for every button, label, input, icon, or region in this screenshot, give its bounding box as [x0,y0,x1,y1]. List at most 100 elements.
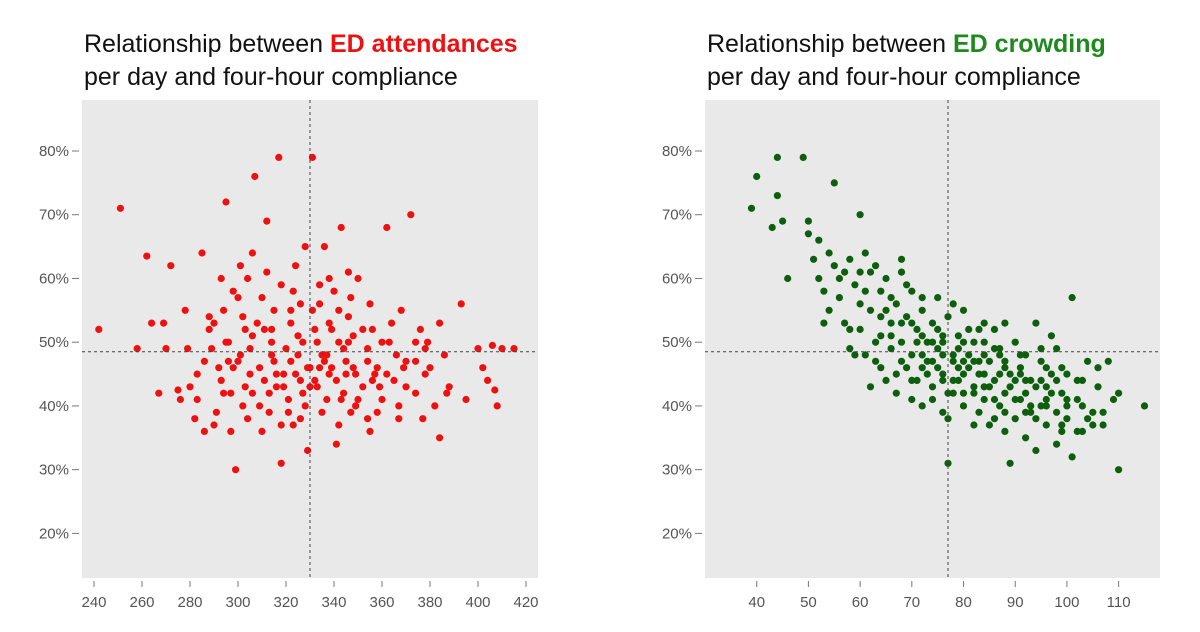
x-tick-label: 110 [1107,594,1131,611]
data-point [949,376,957,384]
data-point [308,153,316,161]
data-point [825,306,833,314]
y-tick-label: 80% [39,143,69,160]
data-point [270,306,278,314]
data-point [1037,357,1045,365]
data-point [882,376,890,384]
data-point [877,287,885,295]
data-point [208,345,216,353]
data-point [265,389,273,397]
data-point [959,338,968,346]
data-point [970,421,978,429]
data-point [913,338,921,346]
data-point [939,338,947,346]
data-point [224,357,232,365]
data-point [965,325,973,333]
x-tick-label: 320 [273,594,298,611]
title-prefix: Relationship between [84,30,330,58]
data-point [289,287,297,295]
data-point [990,345,999,353]
data-point [903,364,911,372]
data-point [1016,395,1024,404]
data-point [908,287,916,295]
data-point [220,306,228,314]
data-point [841,268,849,276]
data-point [284,408,292,416]
x-tick-label: 40 [748,594,765,611]
data-point [484,376,492,384]
data-point [944,389,952,397]
data-point [1047,370,1055,378]
data-point [882,274,890,283]
data-point [861,287,869,295]
data-point [1006,370,1014,378]
data-point [970,389,978,397]
y-tick-label: 50% [662,334,692,351]
data-point [236,351,244,359]
x-tick-label: 60 [852,594,869,611]
data-point [253,319,261,327]
data-point [923,357,931,365]
data-point [287,319,295,327]
data-point [959,306,968,314]
data-point [337,223,345,232]
y-tick-label: 40% [39,398,69,415]
y-tick-label: 60% [39,270,69,287]
data-point [246,345,254,353]
data-point [325,274,333,283]
data-point [359,325,367,333]
data-point [841,319,849,327]
data-point [856,211,864,219]
data-point [923,338,931,346]
data-point [212,408,220,416]
data-point [975,408,983,416]
data-point [1006,383,1014,391]
data-point [1022,351,1030,359]
data-point [155,389,163,397]
data-point [239,402,247,410]
data-point [928,338,937,346]
data-point [1094,364,1102,372]
data-point [325,370,333,378]
data-point [861,351,869,359]
data-point [280,383,288,391]
x-tick-label: 90 [1007,594,1024,611]
data-point [830,179,838,187]
x-tick-label: 50 [800,594,817,611]
data-point [1078,376,1086,384]
data-point [1047,332,1055,340]
data-point [872,338,880,346]
data-point [980,370,988,378]
data-point [258,427,266,435]
data-point [371,370,379,378]
data-point [248,389,256,397]
data-point [1073,376,1081,384]
data-point [220,389,228,397]
data-point [965,351,973,359]
title-line2: per day and four-hour compliance [84,63,458,91]
data-point [424,338,432,346]
data-point [768,223,776,232]
data-point [292,370,300,378]
data-point [222,198,230,206]
data-point [277,421,285,429]
data-point [352,402,360,410]
data-point [366,427,374,435]
data-point [980,319,988,327]
data-point [1037,345,1045,353]
data-point [210,421,218,429]
data-point [1063,402,1071,410]
data-point [996,402,1004,410]
data-point [1053,376,1061,384]
data-point [877,313,885,321]
data-point [217,274,225,283]
data-point [443,389,451,397]
data-point [323,351,331,359]
data-point [282,345,290,353]
data-point [462,395,470,404]
data-point [835,274,843,283]
x-tick-label: 70 [903,594,920,611]
data-point [908,351,916,359]
data-point [354,274,362,283]
data-point [320,357,328,365]
